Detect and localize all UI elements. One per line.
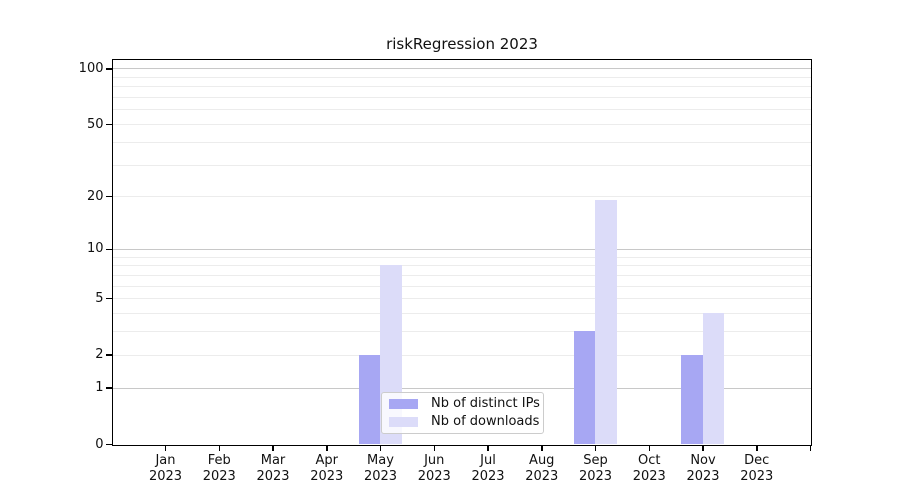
bar-downloads: [595, 200, 617, 444]
x-tick-label-month: Dec: [744, 452, 770, 468]
gridline-minor: [113, 354, 811, 356]
y-tick-label: 1: [95, 380, 104, 396]
x-tick-label-month: Jul: [480, 452, 496, 468]
legend-swatch-distinct-ips: [389, 399, 418, 410]
x-tick: [756, 444, 758, 451]
x-tick: [487, 444, 489, 451]
y-tick-label: 20: [86, 188, 104, 204]
x-tick-label: May 2023: [346, 453, 416, 485]
gridline-minor: [113, 86, 811, 88]
y-tick: [106, 195, 112, 198]
legend-label: Nb of distinct IPs: [431, 396, 540, 412]
bar-distinct-ips: [573, 331, 595, 444]
chart-title: riskRegression 2023: [386, 35, 538, 53]
legend-label: Nb of downloads: [431, 413, 540, 429]
x-tick: [218, 444, 220, 451]
x-tick-label-month: Apr: [315, 452, 339, 468]
x-tick-label-month: Oct: [638, 452, 661, 468]
gridline-minor: [113, 285, 811, 287]
gridline-minor: [113, 124, 811, 126]
y-tick: [106, 248, 112, 251]
x-tick-label: Jul 2023: [453, 453, 523, 485]
legend-swatch-downloads: [389, 416, 418, 427]
gridline-minor: [113, 196, 811, 198]
x-tick-label-year: 2023: [202, 468, 236, 484]
x-tick-label-year: 2023: [417, 468, 451, 484]
gridline-minor: [113, 256, 811, 258]
bar-distinct-ips: [358, 354, 380, 444]
x-tick-label-year: 2023: [310, 468, 344, 484]
legend-item: Nb of downloads: [389, 413, 540, 430]
x-tick-label: Dec 2023: [722, 453, 792, 485]
x-tick-label-year: 2023: [632, 468, 666, 484]
gridline-minor: [113, 97, 811, 99]
x-tick-label-month: Jun: [424, 452, 445, 468]
x-tick-label: Sep 2023: [561, 453, 631, 485]
y-tick-label: 0: [95, 436, 104, 452]
gridline-minor: [113, 109, 811, 111]
y-tick-label: 10: [86, 241, 104, 257]
gridline-major: [113, 387, 811, 389]
x-tick: [594, 444, 597, 451]
x-tick-label: Apr 2023: [292, 453, 362, 485]
x-tick: [648, 444, 650, 451]
x-tick-label: Feb 2023: [184, 453, 254, 485]
x-tick-label-month: Feb: [207, 452, 231, 468]
x-tick-label-month: Sep: [583, 452, 608, 468]
x-tick-label: Nov 2023: [668, 453, 738, 485]
y-tick: [106, 443, 112, 446]
x-tick-label-month: May: [367, 452, 394, 468]
x-tick-label: Jan 2023: [131, 453, 201, 485]
gridline-major: [113, 248, 811, 250]
x-tick-label-year: 2023: [578, 468, 613, 484]
x-tick: [541, 444, 543, 451]
plot-area: [112, 59, 812, 446]
x-tick-label-year: 2023: [686, 468, 720, 484]
x-tick-label: Jun 2023: [399, 453, 469, 485]
x-tick: [433, 444, 435, 451]
bar-distinct-ips: [681, 354, 703, 444]
x-tick-label-year: 2023: [525, 468, 559, 484]
x-tick: [272, 444, 274, 451]
x-tick-label-month: Nov: [690, 452, 716, 468]
gridline-minor: [113, 274, 811, 276]
x-tick-label-month: Jan: [155, 452, 176, 468]
gridline-minor: [113, 331, 811, 333]
legend-item: Nb of distinct IPs: [389, 396, 540, 412]
x-tick-label: Mar 2023: [238, 453, 308, 485]
gridline-minor: [113, 76, 811, 78]
y-tick: [106, 297, 112, 300]
bar-downloads: [702, 313, 724, 444]
x-tick-label: Oct 2023: [614, 453, 684, 485]
x-tick-label-year: 2023: [740, 468, 774, 484]
gridline-minor: [113, 313, 811, 315]
gridline-minor: [113, 141, 811, 143]
y-tick-label: 100: [78, 60, 104, 76]
x-tick: [379, 444, 382, 451]
gridline-minor: [113, 265, 811, 267]
y-tick: [106, 354, 112, 356]
x-tick: [164, 444, 167, 451]
y-tick-label: 2: [95, 347, 104, 363]
x-tick-label-year: 2023: [471, 468, 505, 484]
x-tick-label-year: 2023: [363, 468, 398, 484]
x-tick: [809, 444, 812, 451]
gridline-major: [113, 68, 811, 70]
y-tick: [106, 68, 112, 70]
x-tick-label-year: 2023: [256, 468, 290, 484]
x-tick-label-month: Aug: [529, 452, 555, 468]
x-tick: [702, 444, 704, 451]
gridline-minor: [113, 164, 811, 166]
y-tick: [106, 387, 112, 389]
gridline-minor: [113, 298, 811, 300]
x-tick: [326, 444, 328, 451]
y-tick-label: 50: [86, 116, 104, 132]
x-tick-label-month: Mar: [260, 452, 286, 468]
y-tick-label: 5: [95, 290, 104, 306]
x-tick-label-year: 2023: [148, 468, 183, 484]
legend: Nb of distinct IPs Nb of downloads: [381, 392, 544, 434]
y-tick: [106, 123, 112, 126]
x-tick-label: Aug 2023: [507, 453, 577, 485]
